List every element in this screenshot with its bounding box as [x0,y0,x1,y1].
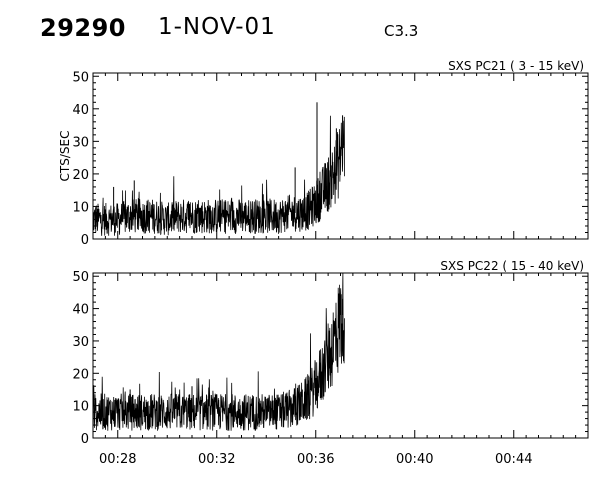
flare-class: C3.3 [384,22,419,40]
y-tick-label: 30 [72,135,89,150]
panel-title: SXS PC21 ( 3 - 15 keV) [448,59,584,73]
count-rate-trace [92,115,345,236]
event-date: 1-NOV-01 [158,14,276,40]
y-tick-label: 30 [72,335,89,350]
count-rate-trace [92,272,345,431]
panel-title: SXS PC22 ( 15 - 40 keV) [440,259,584,273]
y-tick-label: 40 [72,103,89,118]
x-tick-label: 00:36 [297,452,334,467]
y-tick-label: 20 [72,367,89,382]
x-tick-label: 00:44 [495,452,532,467]
y-tick-label: 0 [81,233,89,248]
x-tick-label: 00:32 [198,452,235,467]
event-id: 29290 [40,14,126,42]
y-tick-label: 0 [81,432,89,447]
y-tick-label: 20 [72,168,89,183]
x-tick-label: 00:40 [396,452,433,467]
y-tick-label: 10 [72,200,89,215]
x-tick-label: 00:28 [99,452,136,467]
y-tick-label: 50 [72,70,89,85]
y-tick-label: 40 [72,303,89,318]
y-axis-label: CTS/SEC [58,131,72,182]
y-tick-label: 50 [72,270,89,285]
y-tick-label: 10 [72,400,89,415]
